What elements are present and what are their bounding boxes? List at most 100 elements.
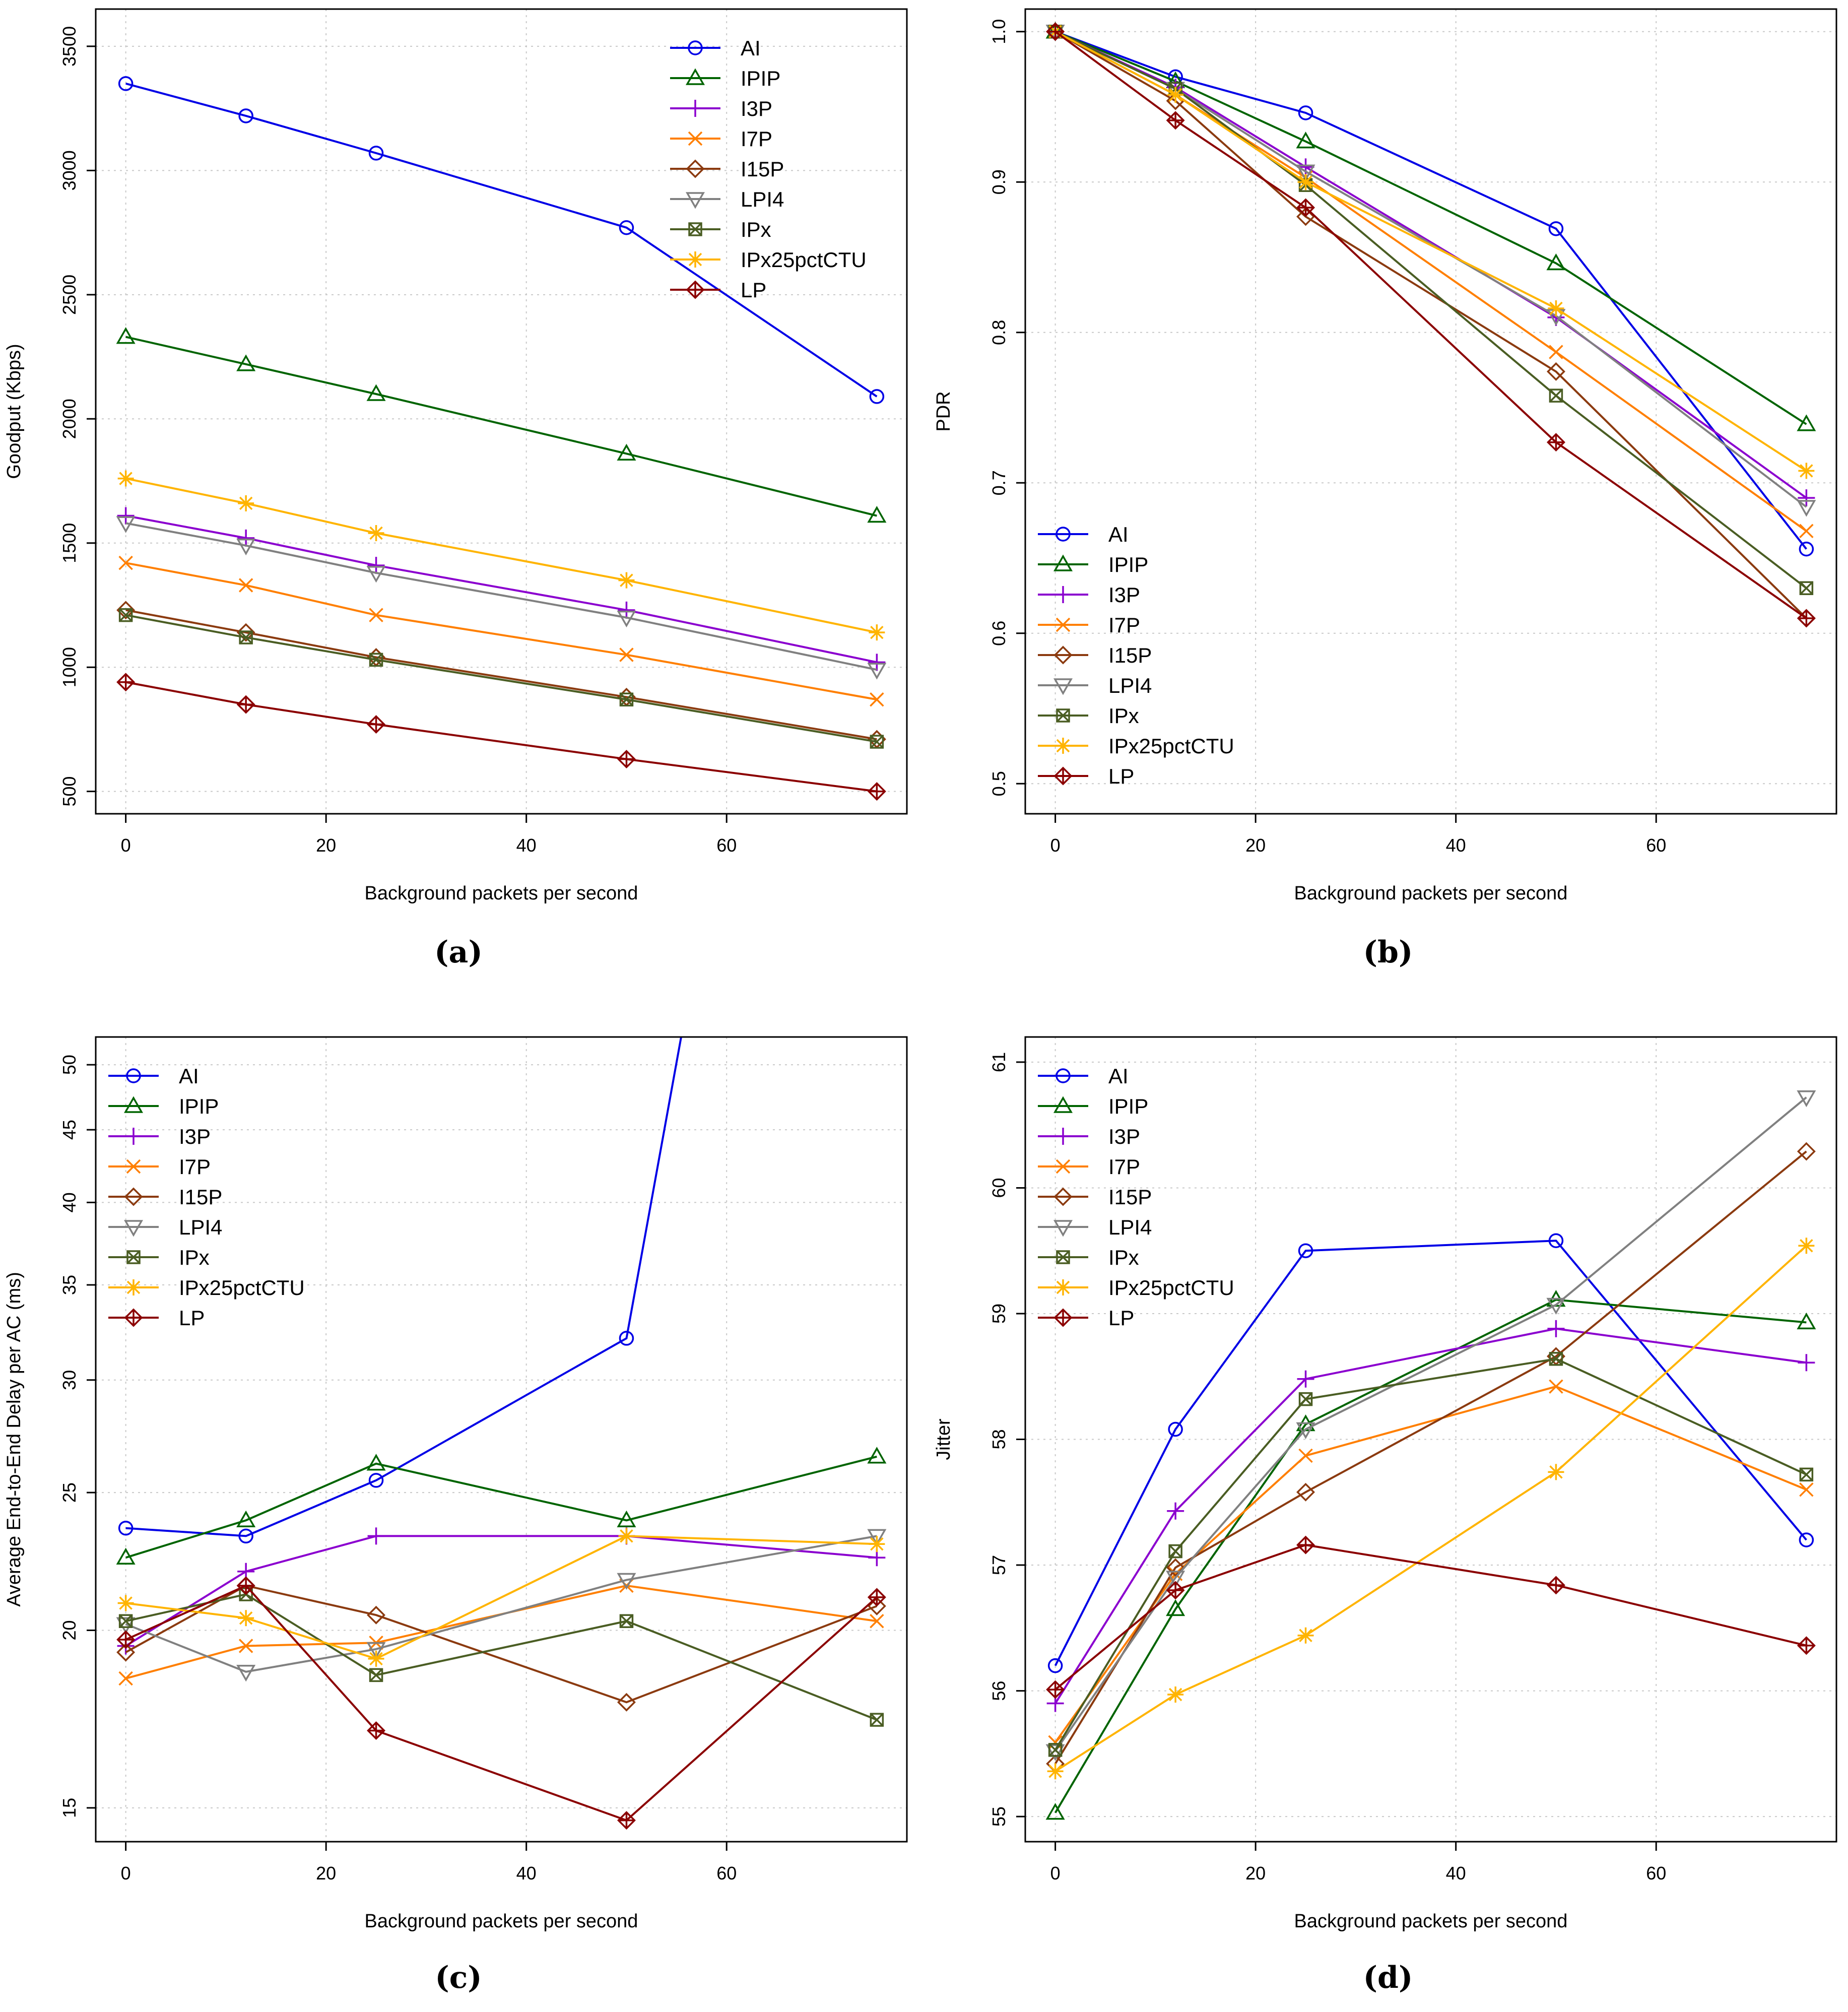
y-tick-label: 15	[59, 1798, 80, 1818]
data-point	[867, 782, 886, 801]
data-point	[869, 624, 885, 641]
data-point	[1546, 362, 1565, 381]
data-point	[1297, 1627, 1314, 1644]
x-axis-label: Background packets per second	[365, 1911, 638, 1932]
legend-label: I7P	[1108, 1155, 1140, 1179]
series-line	[1054, 1299, 1807, 1813]
data-point	[619, 647, 634, 662]
legend-item-I7P: I7P	[1038, 613, 1140, 637]
data-point	[1549, 1379, 1563, 1394]
legend-label: I3P	[1108, 583, 1140, 607]
data-point	[1546, 1576, 1565, 1595]
series-LP	[116, 673, 886, 801]
data-point	[1799, 1467, 1814, 1482]
series-LP	[1046, 1535, 1816, 1699]
data-point	[1296, 1535, 1315, 1554]
data-point	[368, 525, 384, 542]
legend-item-I3P: I3P	[670, 97, 772, 120]
series-line	[1054, 1327, 1807, 1704]
x-axis-label: Background packets per second	[1294, 1911, 1568, 1932]
y-tick-label: 3000	[59, 150, 80, 190]
x-axis-label: Background packets per second	[365, 883, 638, 904]
y-tick-label: 45	[59, 1120, 80, 1140]
data-point	[116, 673, 136, 692]
data-point	[116, 601, 136, 620]
series-LPI4	[1045, 1090, 1816, 1761]
legend-item-LP: LP	[1038, 764, 1134, 788]
y-axis-label: Average End-to-End Delay per AC (ms)	[4, 1272, 25, 1607]
data-point	[869, 1536, 885, 1552]
series-line	[125, 1584, 878, 1822]
legend-label: IPx25pctCTU	[1108, 734, 1234, 758]
data-point	[236, 1576, 255, 1595]
data-point	[867, 663, 887, 680]
series-line	[1054, 31, 1807, 532]
data-point	[619, 692, 634, 707]
series-line	[125, 1593, 878, 1721]
data-point	[117, 1595, 134, 1611]
x-tick-label: 20	[1245, 1863, 1266, 1884]
data-point	[1296, 198, 1315, 217]
legend-item-IPIP: IPIP	[1038, 553, 1148, 576]
data-point	[617, 750, 636, 769]
y-tick-label: 55	[988, 1806, 1009, 1827]
legend-item-I15P: I15P	[108, 1185, 222, 1209]
data-point	[1799, 524, 1814, 539]
series-I15P	[1046, 1142, 1816, 1773]
data-point	[368, 146, 384, 161]
x-tick-label: 40	[1446, 1863, 1466, 1884]
plot-frame	[95, 1036, 908, 1843]
data-point	[117, 507, 135, 525]
data-point	[1797, 500, 1816, 517]
x-axis: 0 20 40 60 Background packets per second	[121, 814, 737, 904]
legend-item-I15P: I15P	[1038, 643, 1152, 667]
y-tick-label: 3500	[59, 26, 80, 67]
data-point	[1045, 1744, 1065, 1761]
legend-label: I15P	[1108, 1185, 1152, 1209]
data-point	[118, 76, 134, 91]
data-point	[1798, 489, 1815, 507]
data-point	[1167, 87, 1184, 103]
y-axis: 15 20 25 30 35 40 45 50 Average End-to-End Delay…	[4, 1055, 96, 1818]
series-IPx	[118, 608, 884, 749]
series-I7P	[118, 555, 884, 707]
data-point	[1549, 345, 1563, 359]
series-line	[1054, 1245, 1807, 1772]
data-point	[618, 572, 635, 589]
data-point	[367, 1605, 386, 1625]
x-tick-label: 60	[1646, 1863, 1666, 1884]
series-line	[125, 1535, 877, 1660]
data-point	[867, 1596, 886, 1615]
legend-label: AI	[1108, 523, 1129, 546]
legend-label: I7P	[179, 1155, 211, 1179]
x-axis-label: Background packets per second	[1294, 883, 1568, 904]
legend-label: IPx	[1108, 704, 1139, 728]
data-point	[1298, 1448, 1313, 1463]
legend-item-AI: AI	[670, 36, 761, 60]
data-point	[1167, 1502, 1184, 1520]
data-point	[1046, 22, 1065, 41]
legend-item-IPx: IPx	[1038, 1246, 1139, 1269]
x-axis: 0 20 40 60 Background packets per second	[121, 1842, 737, 1932]
data-point	[870, 692, 884, 707]
chart-panel-c: 0 20 40 60 Background packets per second 15 20…	[4, 1036, 908, 1932]
data-point	[1547, 1320, 1565, 1337]
gridlines	[96, 1037, 907, 1842]
data-point	[238, 1639, 253, 1653]
series-line	[125, 1535, 877, 1647]
data-point	[1546, 1297, 1566, 1315]
data-point	[617, 1693, 636, 1712]
legend-label: IPx25pctCTU	[1108, 1276, 1234, 1300]
series-line	[1054, 30, 1807, 425]
data-point	[1797, 1636, 1816, 1655]
data-point	[1799, 541, 1814, 557]
data-point	[617, 1510, 636, 1528]
series-I7P	[118, 1578, 884, 1686]
legend-item-AI: AI	[1038, 523, 1129, 546]
series-IPIP	[116, 327, 887, 523]
data-point	[619, 1614, 634, 1628]
y-tick-label: 500	[59, 776, 80, 807]
data-point	[1047, 1658, 1063, 1673]
gridlines	[1025, 1037, 1836, 1842]
